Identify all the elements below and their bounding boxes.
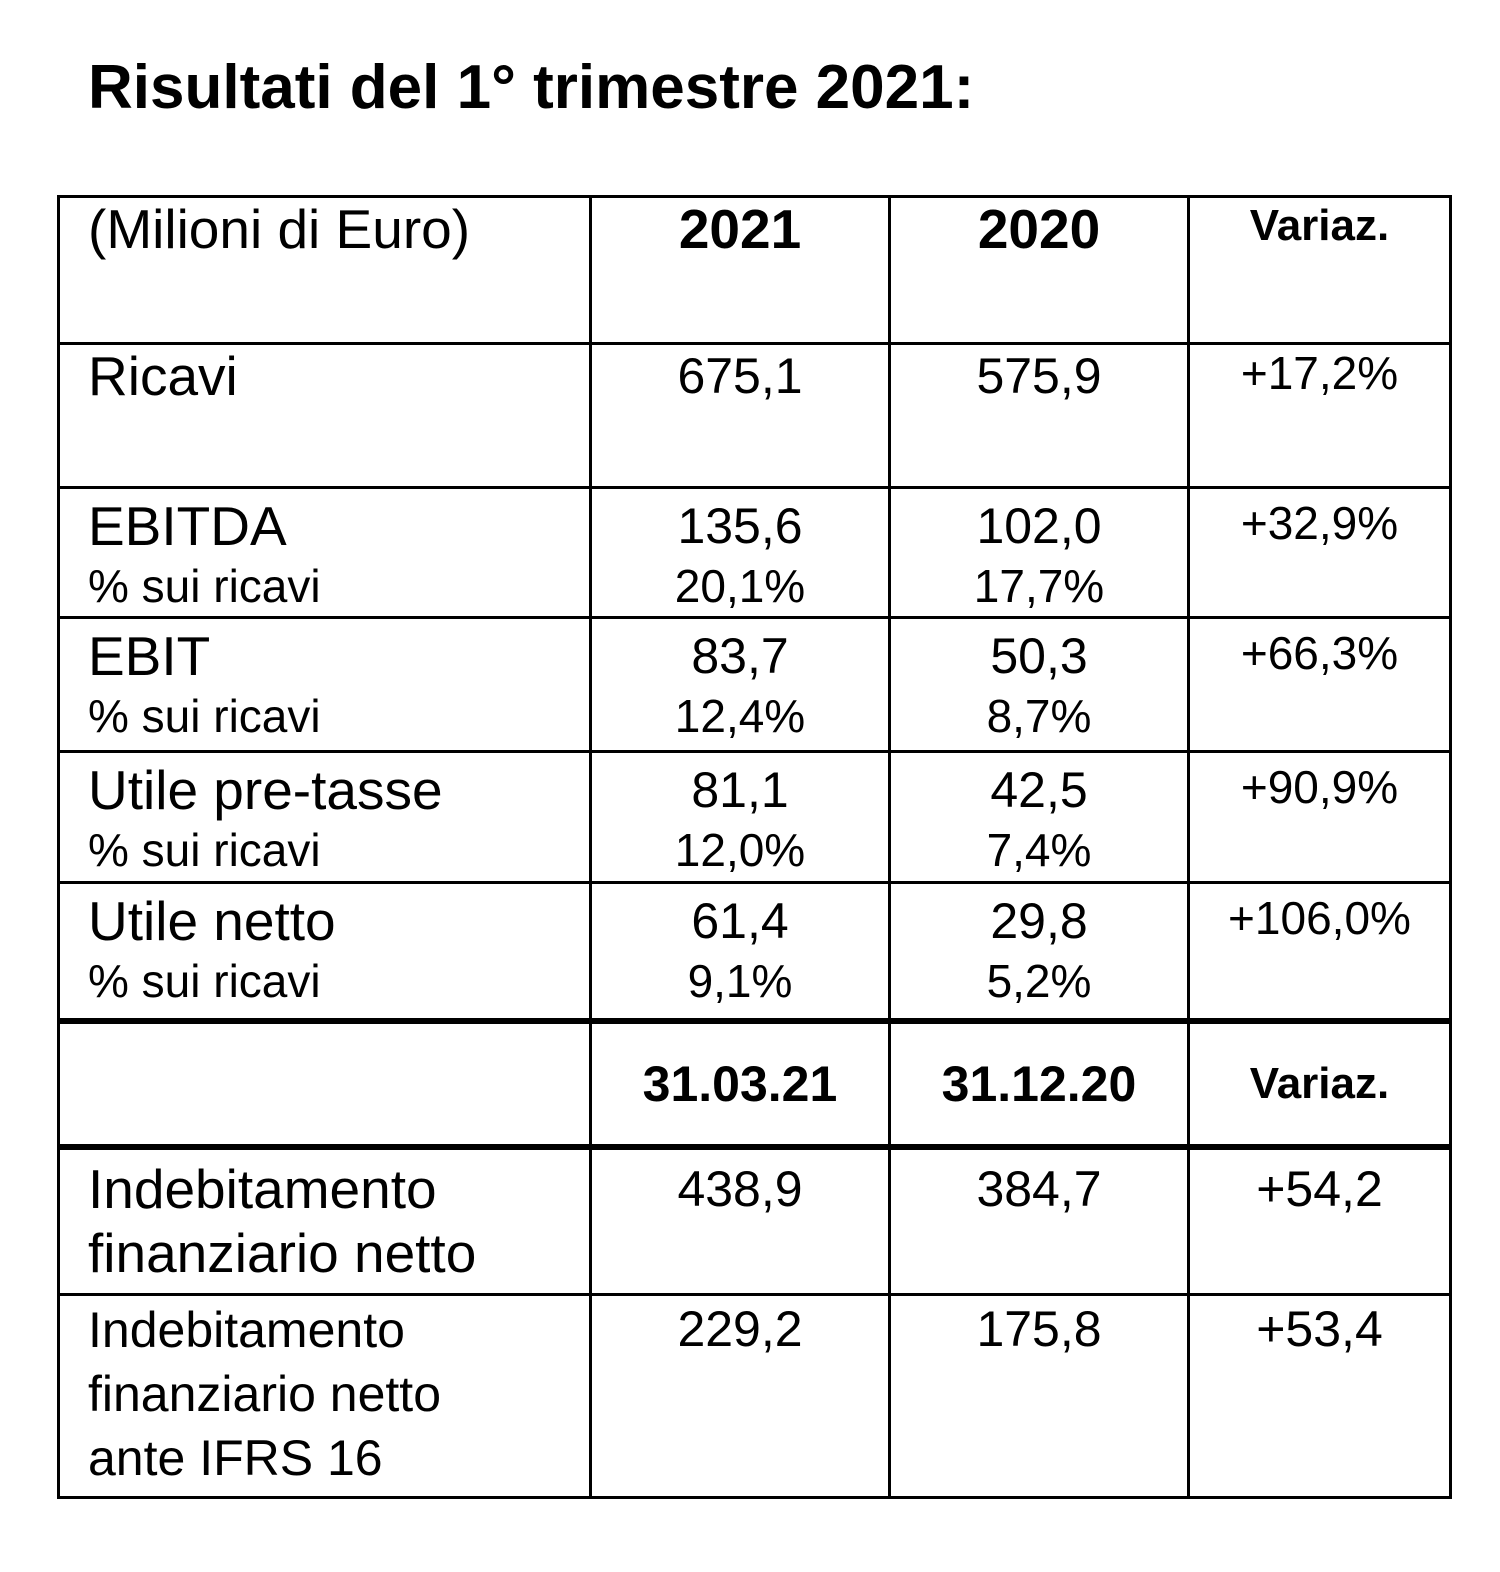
value-cell-2: 384,7 xyxy=(888,1145,1190,1296)
value-cell-1: 438,9 xyxy=(589,1145,891,1296)
header-cell-variaz: Variaz. xyxy=(1187,195,1452,345)
value-cell-2020: 50,3 8,7% xyxy=(888,616,1190,753)
variaz-value: +106,0% xyxy=(1228,892,1411,944)
column-header-variaz-2: Variaz. xyxy=(1249,1058,1390,1108)
value-2021: 81,1 xyxy=(691,762,789,818)
table-header-row: (Milioni di Euro) 2021 2020 Variaz. xyxy=(57,195,1452,345)
table-row-utile-netto: Utile netto % sui ricavi 61,4 9,1% 29,8 … xyxy=(57,881,1452,1024)
variaz-cell: +106,0% xyxy=(1187,881,1452,1024)
unit-label: (Milioni di Euro) xyxy=(88,198,471,260)
subheader-cell-empty xyxy=(57,1019,592,1150)
subheader-cell-variaz: Variaz. xyxy=(1187,1019,1452,1150)
column-header-2021: 2021 xyxy=(678,198,802,260)
variaz-value: +54,2 xyxy=(1256,1160,1383,1217)
header-cell-2021: 2021 xyxy=(589,195,891,345)
value-cell-2020: 575,9 xyxy=(888,342,1190,489)
value-31-03-21: 438,9 xyxy=(677,1160,803,1217)
variaz-value: +53,4 xyxy=(1256,1301,1383,1357)
row-label-line1: Indebitamento xyxy=(88,1157,437,1220)
row-label-cell: Utile pre-tasse % sui ricavi xyxy=(57,750,592,884)
value-cell-2: 175,8 xyxy=(888,1293,1190,1499)
percent-2021: 9,1% xyxy=(687,955,793,1007)
column-header-variaz: Variaz. xyxy=(1249,201,1390,250)
value-31-12-20: 175,8 xyxy=(976,1301,1102,1357)
value-cell-2021: 81,1 12,0% xyxy=(589,750,891,884)
value-2020: 29,8 xyxy=(990,893,1088,949)
percent-2020: 5,2% xyxy=(986,955,1092,1007)
subheader-cell-date2: 31.12.20 xyxy=(888,1019,1190,1150)
value-2020: 42,5 xyxy=(990,762,1088,818)
column-header-date-2: 31.12.20 xyxy=(941,1055,1137,1112)
percent-2021: 20,1% xyxy=(674,560,806,612)
row-label-cell: Ricavi xyxy=(57,342,592,489)
row-label-cell: Indebitamento finanziario netto ante IFR… xyxy=(57,1293,592,1499)
value-cell-2021: 83,7 12,4% xyxy=(589,616,891,753)
table-subheader-row: 31.03.21 31.12.20 Variaz. xyxy=(57,1019,1452,1150)
row-sublabel: % sui ricavi xyxy=(88,690,321,742)
variaz-cell: +32,9% xyxy=(1187,486,1452,619)
column-header-2020: 2020 xyxy=(977,198,1101,260)
variaz-value: +90,9% xyxy=(1240,761,1399,813)
variaz-cell: +17,2% xyxy=(1187,342,1452,489)
row-label: Utile netto xyxy=(88,890,336,952)
row-sublabel: % sui ricavi xyxy=(88,824,321,876)
table-row-ebitda: EBITDA % sui ricavi 135,6 20,1% 102,0 17… xyxy=(57,486,1452,619)
value-31-03-21: 229,2 xyxy=(677,1301,803,1357)
value-2020: 102,0 xyxy=(976,498,1102,554)
percent-2020: 17,7% xyxy=(973,560,1105,612)
row-label-cell: EBITDA % sui ricavi xyxy=(57,486,592,619)
table-row-ricavi: Ricavi 675,1 575,9 +17,2% xyxy=(57,342,1452,489)
row-label-line2: finanziario netto xyxy=(88,1366,442,1422)
value-2021: 675,1 xyxy=(677,348,803,404)
row-label-cell: EBIT % sui ricavi xyxy=(57,616,592,753)
variaz-cell: +90,9% xyxy=(1187,750,1452,884)
value-2021: 61,4 xyxy=(691,893,789,949)
variaz-cell: +54,2 xyxy=(1187,1145,1452,1296)
value-cell-2020: 29,8 5,2% xyxy=(888,881,1190,1024)
percent-2020: 7,4% xyxy=(986,824,1092,876)
results-table: (Milioni di Euro) 2021 2020 Variaz. Rica… xyxy=(57,195,1452,1499)
value-cell-2020: 42,5 7,4% xyxy=(888,750,1190,884)
value-cell-2021: 135,6 20,1% xyxy=(589,486,891,619)
value-cell-2020: 102,0 17,7% xyxy=(888,486,1190,619)
table-row-ebit: EBIT % sui ricavi 83,7 12,4% 50,3 8,7% +… xyxy=(57,616,1452,753)
variaz-value: +66,3% xyxy=(1240,627,1399,679)
row-label: EBIT xyxy=(88,625,211,687)
percent-2021: 12,4% xyxy=(674,690,806,742)
row-label-cell: Utile netto % sui ricavi xyxy=(57,881,592,1024)
value-cell-2021: 61,4 9,1% xyxy=(589,881,891,1024)
row-label-line3: ante IFRS 16 xyxy=(88,1430,383,1486)
table-row-indebitamento-ante-ifrs16: Indebitamento finanziario netto ante IFR… xyxy=(57,1293,1452,1499)
row-label: Utile pre-tasse xyxy=(88,759,443,821)
value-2021: 135,6 xyxy=(677,498,803,554)
row-label-line1: Indebitamento xyxy=(88,1302,405,1358)
value-cell-2021: 675,1 xyxy=(589,342,891,489)
header-cell-unit: (Milioni di Euro) xyxy=(57,195,592,345)
table-row-indebitamento: Indebitamento finanziario netto 438,9 38… xyxy=(57,1145,1452,1296)
row-label: EBITDA xyxy=(88,495,287,557)
variaz-value: +32,9% xyxy=(1240,497,1399,549)
value-2021: 83,7 xyxy=(691,628,789,684)
value-2020: 575,9 xyxy=(976,348,1102,404)
table-row-utile-pre-tasse: Utile pre-tasse % sui ricavi 81,1 12,0% … xyxy=(57,750,1452,884)
row-sublabel: % sui ricavi xyxy=(88,560,321,612)
variaz-value: +17,2% xyxy=(1240,347,1399,399)
variaz-cell: +66,3% xyxy=(1187,616,1452,753)
row-label-cell: Indebitamento finanziario netto xyxy=(57,1145,592,1296)
value-cell-1: 229,2 xyxy=(589,1293,891,1499)
row-label: Ricavi xyxy=(88,345,238,407)
column-header-date-1: 31.03.21 xyxy=(642,1055,838,1112)
percent-2020: 8,7% xyxy=(986,690,1092,742)
row-sublabel: % sui ricavi xyxy=(88,955,321,1007)
variaz-cell: +53,4 xyxy=(1187,1293,1452,1499)
subheader-cell-date1: 31.03.21 xyxy=(589,1019,891,1150)
value-31-12-20: 384,7 xyxy=(976,1160,1102,1217)
page-title: Risultati del 1° trimestre 2021: xyxy=(88,53,975,122)
percent-2021: 12,0% xyxy=(674,824,806,876)
header-cell-2020: 2020 xyxy=(888,195,1190,345)
row-label-line2: finanziario netto xyxy=(88,1221,477,1284)
value-2020: 50,3 xyxy=(990,628,1088,684)
